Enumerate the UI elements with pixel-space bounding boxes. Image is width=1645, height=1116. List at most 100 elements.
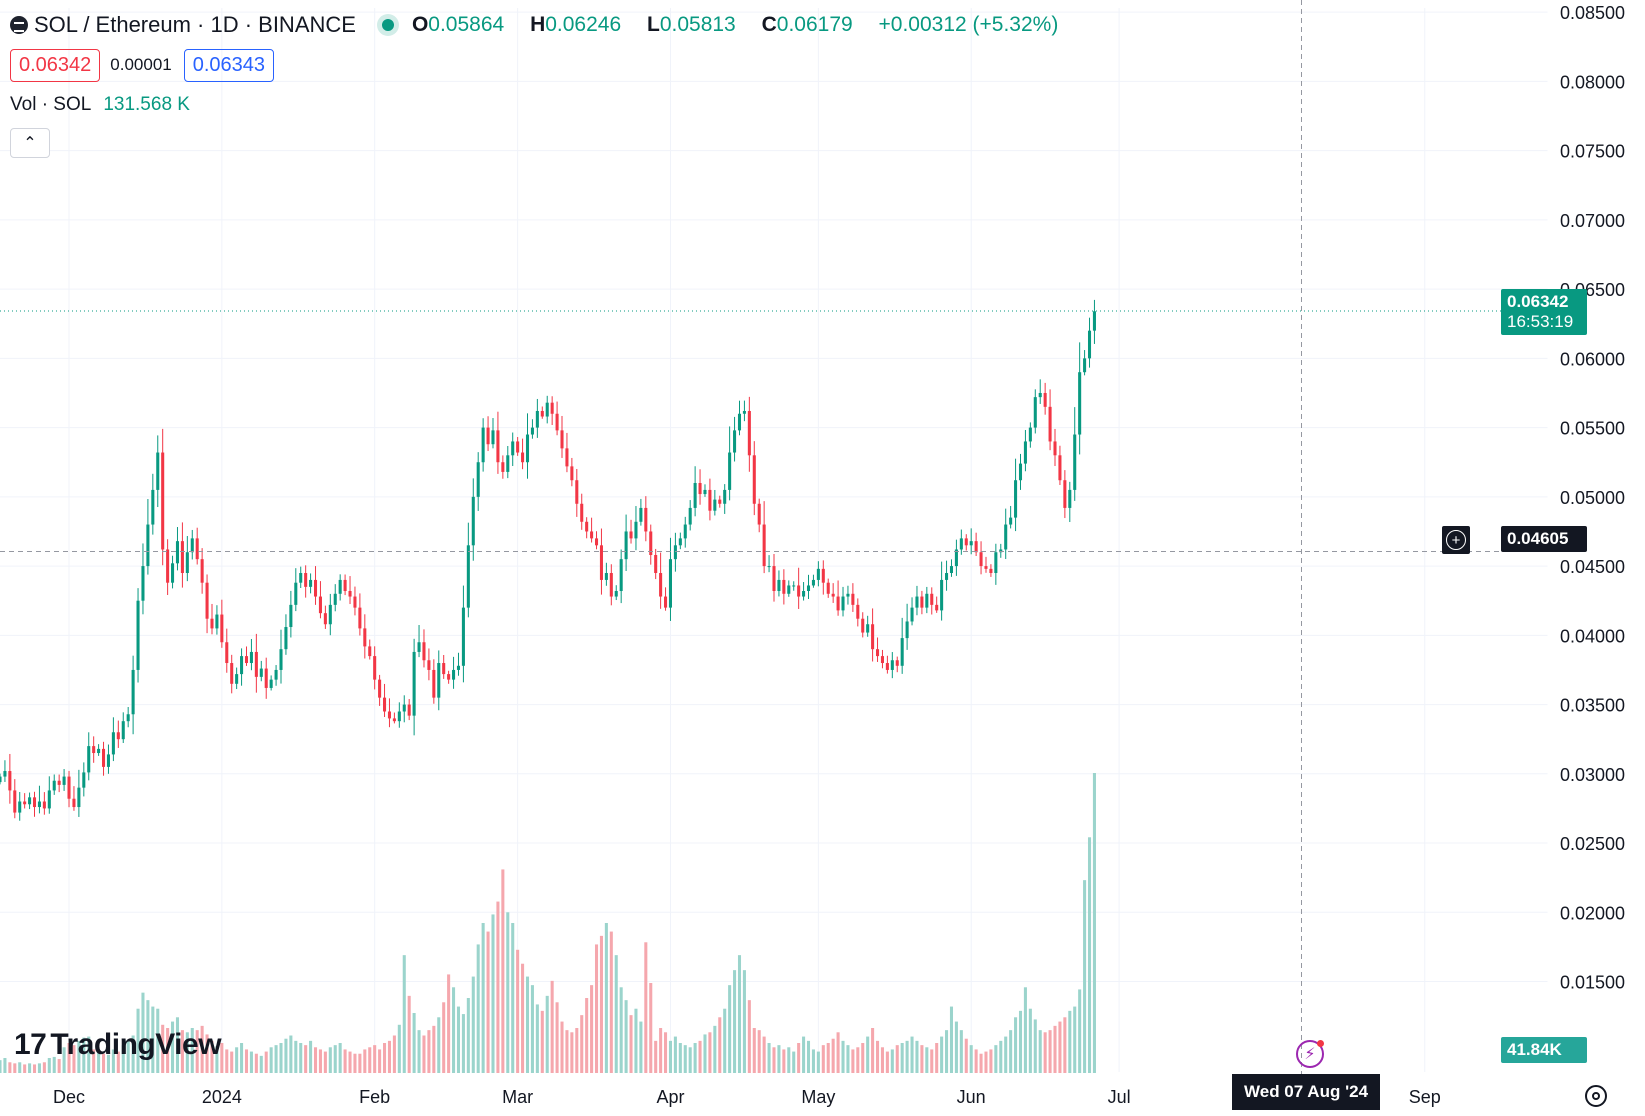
volume-bar xyxy=(37,1063,41,1073)
volume-bar xyxy=(205,1034,209,1073)
tradingview-logo[interactable]: 17 TradingView xyxy=(14,1028,222,1062)
volume-bar xyxy=(304,1045,308,1073)
candle-body xyxy=(348,591,352,597)
bid-ask-row: 0.06342 0.00001 0.06343 xyxy=(10,48,1068,82)
volume-label[interactable]: Vol · SOL xyxy=(10,94,92,115)
candle-body xyxy=(166,549,170,583)
volume-bar xyxy=(42,1062,46,1073)
candle-body xyxy=(535,410,539,428)
candle-body xyxy=(654,555,658,574)
volume-bar xyxy=(762,1036,766,1073)
volume-bar xyxy=(806,1040,811,1073)
countdown-label: 16:53:19 xyxy=(1507,312,1574,331)
open-value: 0.05864 xyxy=(428,13,505,36)
volume-bar xyxy=(787,1047,791,1073)
volume-bar xyxy=(387,1040,391,1073)
candle-body xyxy=(205,582,209,619)
y-tick-label: 0.05500 xyxy=(1560,419,1625,439)
candle-body xyxy=(1073,434,1077,490)
candle-body xyxy=(713,499,717,511)
volume-bar xyxy=(580,1015,584,1073)
candle-body xyxy=(136,600,140,670)
candle-body xyxy=(338,579,342,594)
candle-body xyxy=(949,566,954,574)
symbol-title[interactable]: SOL / Ethereum · 1D · BINANCE xyxy=(34,12,356,37)
volume-bar xyxy=(1083,880,1087,1073)
x-tick-label: Sep xyxy=(1409,1087,1441,1107)
candle-body xyxy=(151,489,155,525)
candle-body xyxy=(609,573,613,597)
volume-bar xyxy=(116,1051,120,1073)
candle-body xyxy=(550,402,554,414)
candle-body xyxy=(8,771,12,791)
candle-body xyxy=(698,482,702,495)
volume-bar xyxy=(195,1030,199,1073)
add-alert-button[interactable]: + xyxy=(1442,526,1470,554)
volume-bar xyxy=(594,944,599,1073)
candle-body xyxy=(422,642,426,661)
buy-button[interactable]: 0.06343 xyxy=(183,48,275,82)
candle-body xyxy=(777,579,781,592)
volume-bar xyxy=(511,923,515,1073)
volume-bar xyxy=(249,1051,253,1073)
candle-body xyxy=(82,772,86,788)
y-tick-label: 0.07500 xyxy=(1560,142,1625,162)
volume-bar xyxy=(930,1049,934,1073)
price-lines xyxy=(0,0,1548,1074)
y-tick-label: 0.05000 xyxy=(1560,488,1625,508)
candle-body xyxy=(452,669,456,680)
volume-bar xyxy=(925,1047,929,1073)
volume-bar xyxy=(481,923,485,1073)
volume-bar xyxy=(1053,1025,1057,1073)
candle-body xyxy=(1058,455,1062,481)
volume-bar xyxy=(979,1053,983,1073)
candle-body xyxy=(1063,480,1067,508)
y-tick-label: 0.08000 xyxy=(1560,72,1625,92)
sell-button[interactable]: 0.06342 xyxy=(10,48,101,82)
volume-bar xyxy=(1038,1030,1042,1073)
settings-icon[interactable] xyxy=(1585,1085,1607,1107)
candle-body xyxy=(215,614,219,629)
candle-body xyxy=(373,656,377,680)
candle-body xyxy=(905,621,909,639)
symbol-row: SOL / Ethereum · 1D · BINANCE O0.05864 H… xyxy=(10,10,1068,40)
chevron-up-icon: ⌃ xyxy=(23,135,37,152)
x-tick-label: Mar xyxy=(502,1087,533,1107)
lightning-icon[interactable]: ⚡ xyxy=(1296,1040,1324,1068)
volume-bar xyxy=(969,1045,973,1073)
candle-body xyxy=(274,669,278,680)
candle-body xyxy=(32,797,37,808)
volume-bar xyxy=(713,1025,717,1073)
candle-body xyxy=(540,410,544,417)
market-status-icon[interactable] xyxy=(381,19,394,31)
volume-bar xyxy=(422,1035,426,1073)
candle-body xyxy=(915,596,919,608)
volume-bar xyxy=(402,955,406,1073)
candle-body xyxy=(343,579,347,592)
candle-body xyxy=(397,711,401,722)
volume-bar xyxy=(284,1038,288,1073)
volume-bar xyxy=(525,976,530,1073)
volume-bar xyxy=(437,1017,441,1073)
candle-body xyxy=(935,604,939,611)
price-axis[interactable]: 0.085000.080000.075000.070000.065000.060… xyxy=(1547,0,1625,1116)
volume-bar xyxy=(678,1043,682,1073)
candle-body xyxy=(668,559,672,608)
volume-bar xyxy=(102,1053,106,1073)
candle-body xyxy=(106,754,110,767)
volume-bar xyxy=(373,1045,377,1073)
candles xyxy=(0,299,1096,821)
candle-body xyxy=(412,651,416,716)
volume-bar xyxy=(974,1049,978,1073)
candle-body xyxy=(693,482,697,508)
candle-body xyxy=(264,668,268,688)
candle-body xyxy=(560,430,564,449)
collapse-legend-button[interactable]: ⌃ xyxy=(10,128,50,158)
candle-body xyxy=(861,618,865,633)
candle-body xyxy=(752,455,756,504)
volume-bar xyxy=(797,1043,801,1073)
candle-body xyxy=(254,651,258,677)
volume-bar xyxy=(614,955,618,1073)
time-axis[interactable]: Dec 2024 Feb Mar Apr May Jun Jul Sep xyxy=(53,1087,1441,1107)
